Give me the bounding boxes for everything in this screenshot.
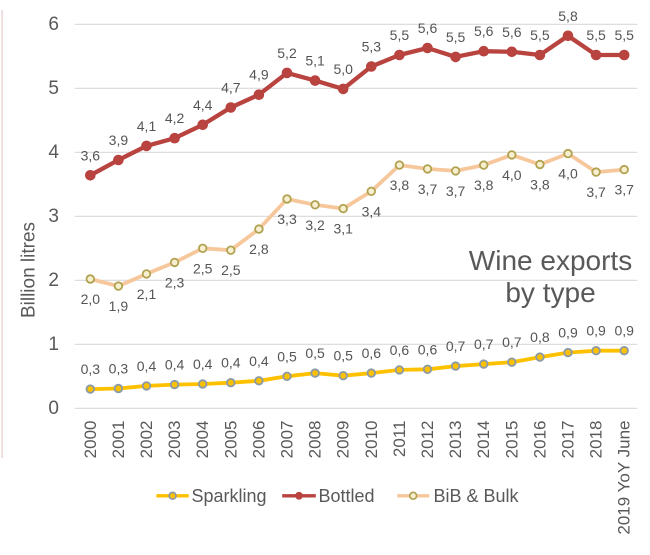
svg-text:2000: 2000 — [81, 421, 100, 459]
svg-text:2013: 2013 — [446, 421, 465, 459]
svg-text:2009: 2009 — [334, 421, 353, 459]
svg-text:0,3: 0,3 — [109, 361, 129, 377]
svg-text:2006: 2006 — [249, 421, 268, 459]
svg-text:5,6: 5,6 — [502, 24, 522, 40]
svg-text:0,7: 0,7 — [446, 338, 466, 354]
svg-text:0,5: 0,5 — [305, 345, 325, 361]
svg-text:4,0: 4,0 — [558, 166, 578, 182]
svg-text:5,5: 5,5 — [390, 27, 410, 43]
svg-text:2: 2 — [48, 270, 59, 291]
svg-text:2011: 2011 — [390, 421, 409, 458]
svg-text:4: 4 — [48, 142, 59, 163]
svg-text:3,8: 3,8 — [474, 177, 494, 193]
svg-text:2015: 2015 — [502, 421, 521, 459]
svg-text:5,0: 5,0 — [333, 61, 353, 77]
svg-text:2018: 2018 — [587, 421, 606, 459]
svg-text:2008: 2008 — [306, 421, 325, 459]
svg-text:0,6: 0,6 — [362, 345, 382, 361]
svg-text:0,7: 0,7 — [502, 334, 522, 350]
svg-text:Wine exports: Wine exports — [469, 245, 632, 276]
svg-text:5,1: 5,1 — [305, 53, 325, 69]
svg-text:2012: 2012 — [418, 421, 437, 459]
svg-text:2019 YoY June: 2019 YoY June — [615, 421, 634, 535]
svg-text:4,4: 4,4 — [193, 97, 213, 113]
svg-text:2005: 2005 — [221, 421, 240, 459]
svg-text:0: 0 — [48, 398, 59, 419]
svg-text:4,2: 4,2 — [165, 110, 185, 126]
svg-text:0,4: 0,4 — [221, 355, 241, 371]
svg-text:5,3: 5,3 — [362, 39, 382, 55]
svg-text:3,4: 3,4 — [362, 203, 382, 219]
svg-text:3,2: 3,2 — [305, 217, 325, 233]
svg-text:5: 5 — [48, 78, 59, 99]
svg-text:4,0: 4,0 — [502, 167, 522, 183]
svg-text:4,7: 4,7 — [221, 80, 241, 96]
svg-text:3,8: 3,8 — [530, 177, 550, 193]
svg-text:0,5: 0,5 — [277, 348, 297, 364]
svg-text:3,7: 3,7 — [418, 181, 438, 197]
svg-text:2,5: 2,5 — [193, 260, 213, 276]
svg-text:1,9: 1,9 — [109, 298, 129, 314]
svg-text:0,6: 0,6 — [390, 342, 410, 358]
svg-text:2,3: 2,3 — [165, 274, 185, 290]
svg-text:2004: 2004 — [193, 421, 212, 459]
svg-text:by type: by type — [505, 277, 595, 308]
svg-text:3,1: 3,1 — [333, 221, 353, 237]
svg-text:5,8: 5,8 — [558, 8, 578, 24]
svg-text:0,4: 0,4 — [193, 356, 213, 372]
svg-text:0,6: 0,6 — [418, 341, 438, 357]
svg-text:3: 3 — [48, 206, 59, 227]
svg-text:Sparkling: Sparkling — [192, 486, 267, 506]
svg-text:6: 6 — [48, 14, 59, 35]
svg-text:2003: 2003 — [165, 421, 184, 459]
svg-text:5,5: 5,5 — [530, 27, 550, 43]
svg-text:2016: 2016 — [530, 421, 549, 459]
svg-text:5,6: 5,6 — [474, 23, 494, 39]
svg-text:3,7: 3,7 — [446, 183, 466, 199]
svg-text:3,3: 3,3 — [277, 211, 297, 227]
svg-text:Bottled: Bottled — [319, 486, 375, 506]
svg-text:2010: 2010 — [362, 421, 381, 459]
svg-text:0,9: 0,9 — [558, 325, 578, 341]
svg-text:0,9: 0,9 — [614, 323, 634, 339]
svg-text:2,8: 2,8 — [249, 241, 269, 257]
svg-text:2007: 2007 — [278, 421, 297, 459]
svg-text:3,8: 3,8 — [390, 177, 410, 193]
svg-text:2,1: 2,1 — [137, 286, 157, 302]
svg-text:2,0: 2,0 — [81, 291, 101, 307]
svg-text:3,9: 3,9 — [109, 132, 129, 148]
svg-text:0,3: 0,3 — [81, 361, 101, 377]
svg-text:5,6: 5,6 — [418, 20, 438, 36]
svg-text:5,5: 5,5 — [586, 27, 606, 43]
svg-text:2017: 2017 — [559, 421, 578, 459]
svg-text:2002: 2002 — [137, 421, 156, 459]
svg-text:5,2: 5,2 — [277, 45, 297, 61]
svg-text:2014: 2014 — [474, 421, 493, 459]
svg-text:0,4: 0,4 — [165, 357, 185, 373]
svg-text:0,5: 0,5 — [333, 348, 353, 364]
svg-text:0,7: 0,7 — [474, 336, 494, 352]
svg-text:0,4: 0,4 — [249, 353, 269, 369]
svg-text:Billion litres: Billion litres — [19, 222, 40, 318]
svg-text:2,5: 2,5 — [221, 262, 241, 278]
svg-text:4,9: 4,9 — [249, 67, 269, 83]
svg-text:0,9: 0,9 — [586, 323, 606, 339]
svg-text:3,7: 3,7 — [586, 184, 606, 200]
svg-text:2001: 2001 — [109, 421, 128, 459]
svg-text:5,5: 5,5 — [446, 29, 466, 45]
svg-text:1: 1 — [48, 334, 59, 355]
svg-text:BiB & Bulk: BiB & Bulk — [434, 486, 520, 506]
svg-text:5,5: 5,5 — [614, 27, 634, 43]
svg-text:0,4: 0,4 — [137, 358, 157, 374]
svg-text:3,7: 3,7 — [614, 182, 634, 198]
svg-text:3,6: 3,6 — [81, 147, 101, 163]
svg-text:4,1: 4,1 — [137, 118, 157, 134]
svg-text:0,8: 0,8 — [530, 329, 550, 345]
